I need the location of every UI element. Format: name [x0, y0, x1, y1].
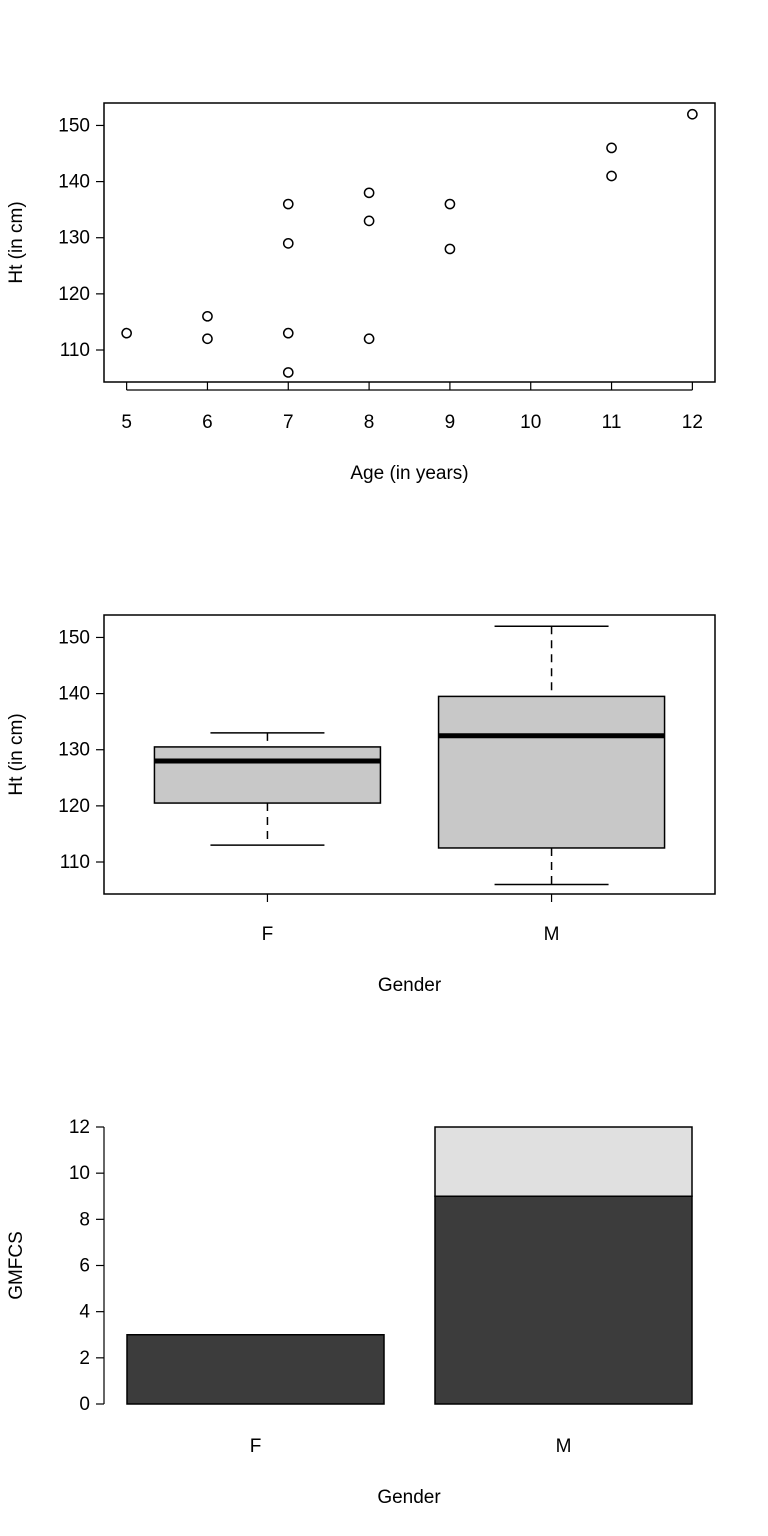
x-tick-label: 9	[445, 412, 456, 433]
y-tick-label: 150	[58, 627, 90, 648]
data-point	[687, 108, 698, 120]
y-tick-label: 130	[58, 228, 90, 249]
y-tick-label: 0	[79, 1394, 90, 1415]
y-tick-label: 150	[58, 115, 90, 136]
y-tick-label: 2	[79, 1348, 90, 1369]
scatter-panel: 110 120 130 140 150 5 6 7 8 9 10 11 12 Age (in years)…	[6, 102, 716, 484]
x-tick-label: 5	[121, 412, 132, 433]
y-tick-label: 120	[58, 284, 90, 305]
data-point	[363, 333, 375, 345]
y-tick-label: 110	[60, 340, 90, 361]
x-tick-label: M	[544, 924, 560, 945]
data-point	[282, 327, 294, 339]
data-point	[121, 327, 132, 339]
box	[437, 695, 666, 849]
data-point	[202, 333, 213, 345]
x-axis-label: Age (in years)	[350, 463, 468, 484]
data-point	[606, 170, 617, 182]
x-tick-label: M	[556, 1436, 572, 1457]
data-point	[282, 198, 294, 210]
x-tick-label: F	[250, 1436, 262, 1457]
boxplot-panel: 110 120 130 140 150 F M Gender Ht (in cm)	[6, 614, 716, 996]
data-point	[444, 198, 456, 210]
y-tick-label: 140	[58, 172, 90, 193]
bar-segment	[434, 1126, 693, 1197]
x-tick-label: 7	[283, 412, 294, 433]
data-point	[363, 215, 375, 227]
y-axis-label: Ht (in cm)	[6, 201, 27, 283]
x-tick-label: 11	[602, 412, 622, 433]
stacked-bar-panel: 0 2 4 6 8 10 12 F M Gender GMFCS	[6, 1117, 693, 1508]
x-tick-label: 8	[364, 412, 375, 433]
y-tick-label: 10	[69, 1163, 90, 1184]
x-tick-label: 10	[520, 412, 541, 433]
y-tick-label: 110	[60, 852, 90, 873]
y-tick-label: 140	[58, 684, 90, 705]
y-tick-label: 8	[79, 1209, 90, 1230]
x-axis-label: Gender	[378, 975, 442, 996]
x-tick-label: F	[262, 924, 274, 945]
y-tick-label: 12	[69, 1117, 90, 1138]
y-tick-label: 4	[79, 1302, 90, 1323]
x-axis-label: Gender	[377, 1487, 441, 1508]
data-point	[363, 187, 375, 199]
bar-segment	[126, 1334, 385, 1405]
bar-segment	[434, 1195, 693, 1405]
data-point	[282, 367, 294, 378]
y-axis-label: Ht (in cm)	[6, 713, 27, 795]
data-point	[606, 142, 617, 154]
box	[153, 746, 382, 804]
data-point	[282, 237, 294, 249]
plot-frame	[103, 614, 716, 895]
data-point	[444, 243, 456, 255]
plot-frame	[103, 102, 716, 383]
x-tick-label: 12	[682, 412, 703, 433]
y-tick-label: 6	[79, 1256, 90, 1277]
data-point	[202, 310, 213, 322]
x-tick-label: 6	[202, 412, 213, 433]
y-axis-label: GMFCS	[6, 1231, 27, 1300]
y-tick-label: 120	[58, 796, 90, 817]
y-tick-label: 130	[58, 740, 90, 761]
